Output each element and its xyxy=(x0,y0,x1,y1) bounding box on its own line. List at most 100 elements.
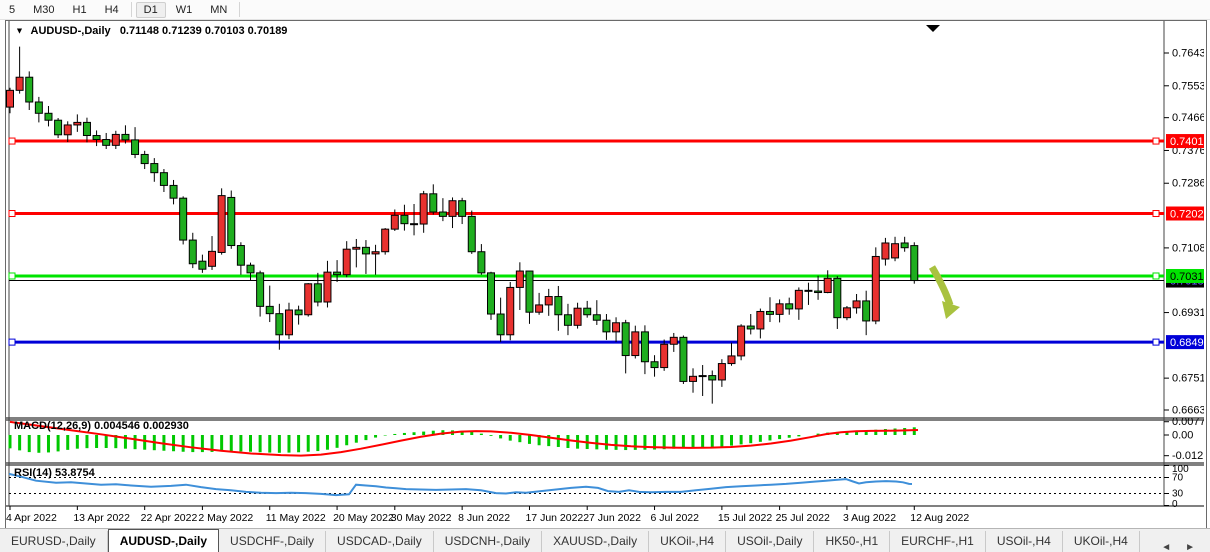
candle xyxy=(506,281,515,341)
symbol-tab-usdcad-daily[interactable]: USDCAD-,Daily xyxy=(326,531,434,552)
level-price-label-bg xyxy=(1166,134,1204,149)
candle-body xyxy=(679,336,688,382)
candle-body xyxy=(698,375,707,378)
level-price-label-bg xyxy=(1166,268,1204,283)
chevron-down-icon[interactable]: ▼ xyxy=(15,26,24,36)
level-price-label: 0.74018 xyxy=(1166,134,1204,149)
candle-body xyxy=(265,305,274,315)
date-axis-label: 11 May 2022 xyxy=(266,512,326,524)
line-handle[interactable] xyxy=(8,272,16,280)
candle xyxy=(131,127,140,159)
line-handle[interactable] xyxy=(8,338,16,346)
candle-body xyxy=(573,307,582,326)
candle xyxy=(34,96,43,123)
line-handle[interactable] xyxy=(1152,272,1160,280)
symbol-tab-audusd-daily[interactable]: AUDUSD-,Daily xyxy=(107,529,220,552)
candle xyxy=(592,300,601,325)
candle xyxy=(410,204,419,236)
candle-body xyxy=(54,119,63,136)
candle xyxy=(82,117,91,143)
symbol-tab-eurusd-daily[interactable]: EURUSD-,Daily xyxy=(0,531,108,552)
candle xyxy=(188,232,197,269)
candle-body xyxy=(25,76,34,103)
candle xyxy=(227,190,236,249)
symbol-tab-ukoil-h4[interactable]: UKOil-,H4 xyxy=(649,531,727,552)
timeframe-button-m30[interactable]: M30 xyxy=(33,3,55,16)
timeframe-button-h1[interactable]: H1 xyxy=(72,3,87,16)
line-handle[interactable] xyxy=(8,137,16,145)
candle-body xyxy=(342,248,351,276)
candle xyxy=(390,209,399,231)
candle-body xyxy=(92,135,101,141)
candle xyxy=(669,332,678,352)
candle-body xyxy=(371,251,380,255)
timeframe-button-5[interactable]: 5 xyxy=(9,3,16,16)
candle-body xyxy=(390,214,399,230)
timeframe-button-w1[interactable]: W1 xyxy=(175,3,193,16)
candle xyxy=(150,158,159,182)
candle-body xyxy=(737,325,746,357)
candle-body xyxy=(535,304,544,313)
candle-body xyxy=(111,133,120,146)
candle-body xyxy=(73,121,82,126)
candle-body xyxy=(487,272,495,315)
candle xyxy=(765,297,774,323)
object-anchor-marker[interactable] xyxy=(926,25,940,32)
candle xyxy=(25,71,34,111)
tab-scroll-right-icon[interactable]: ► xyxy=(1185,542,1195,552)
symbol-tab-eurchf-h1[interactable]: EURCHF-,H1 xyxy=(890,531,986,552)
line-handle[interactable] xyxy=(1152,137,1160,145)
candle xyxy=(583,300,592,318)
candle-body xyxy=(82,121,91,137)
rsi-axis-label: 70 xyxy=(1172,473,1184,484)
date-axis-label: 13 Apr 2022 xyxy=(73,512,130,524)
candle-body xyxy=(563,314,572,326)
candle xyxy=(63,121,72,143)
candle-body xyxy=(159,172,168,186)
symbol-tab-usdchf-daily[interactable]: USDCHF-,Daily xyxy=(219,531,327,552)
level-price-label: 0.68499 xyxy=(1166,335,1204,350)
timeframe-button-mn[interactable]: MN xyxy=(210,3,228,16)
candle-body xyxy=(179,197,188,241)
candle-body xyxy=(660,343,669,369)
candle-body xyxy=(833,277,842,319)
candle-body xyxy=(15,76,24,91)
rsi-axis-label: 30 xyxy=(1172,489,1184,500)
symbol-tab-xauusd-daily[interactable]: XAUUSD-,Daily xyxy=(542,531,650,552)
candle-body xyxy=(583,307,592,316)
candle xyxy=(333,260,342,282)
candle xyxy=(111,130,120,149)
date-axis-label: 15 Jul 2022 xyxy=(718,512,772,524)
candle xyxy=(294,305,303,325)
candle xyxy=(208,236,217,270)
candle xyxy=(381,228,390,255)
candle-body xyxy=(650,361,659,369)
timeframe-button-d1[interactable]: D1 xyxy=(135,1,166,18)
macd-axis-label: 0.00 xyxy=(1172,430,1193,442)
symbol-tab-hk50-h1[interactable]: HK50-,H1 xyxy=(814,531,891,552)
symbol-tab-usoil-h4[interactable]: USOil-,H4 xyxy=(986,531,1063,552)
line-handle[interactable] xyxy=(1152,338,1160,346)
trend-arrow-annotation[interactable] xyxy=(928,265,954,307)
date-axis-label: 4 Apr 2022 xyxy=(6,512,57,524)
price-axis-label: 0.76435 xyxy=(1172,48,1204,60)
timeframe-button-h4[interactable]: H4 xyxy=(104,3,119,16)
candle-body xyxy=(313,283,322,303)
candle-body xyxy=(333,271,342,276)
symbol-tab-usdcnh-daily[interactable]: USDCNH-,Daily xyxy=(434,531,543,552)
candle xyxy=(265,285,274,323)
symbol-tab-ukoil-h4[interactable]: UKOil-,H4 xyxy=(1063,531,1140,552)
candle-body xyxy=(208,250,217,267)
candle xyxy=(246,262,255,281)
candle xyxy=(785,297,794,315)
tab-scroll-left-icon[interactable]: ◄ xyxy=(1161,542,1172,552)
line-handle[interactable] xyxy=(8,210,16,218)
line-handle[interactable] xyxy=(1152,210,1160,218)
candle xyxy=(438,198,447,222)
candle-body xyxy=(592,314,601,321)
date-axis-label: 17 Jun 2022 xyxy=(525,512,583,524)
macd-signal-line xyxy=(9,420,919,457)
candle xyxy=(689,368,698,393)
symbol-tab-usoil-daily[interactable]: USOil-,Daily xyxy=(726,531,815,552)
candle-body xyxy=(429,193,438,213)
